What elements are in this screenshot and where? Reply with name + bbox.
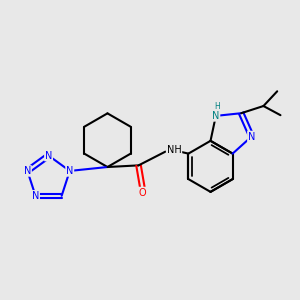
- Text: O: O: [139, 188, 146, 197]
- Text: N: N: [45, 151, 52, 160]
- Text: NH: NH: [167, 145, 182, 155]
- Text: N: N: [32, 191, 39, 201]
- Text: N: N: [212, 111, 220, 121]
- Text: N: N: [24, 166, 31, 176]
- Text: N: N: [248, 131, 255, 142]
- Text: H: H: [214, 102, 220, 111]
- Text: N: N: [66, 166, 74, 176]
